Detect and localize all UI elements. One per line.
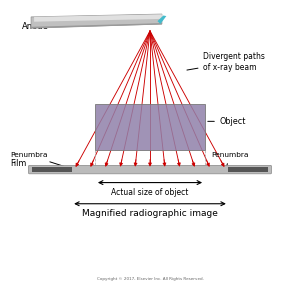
Text: Object: Object <box>208 117 246 126</box>
Text: Anode: Anode <box>22 22 98 31</box>
Text: Copyright © 2017, Elsevier Inc. All Rights Reserved.: Copyright © 2017, Elsevier Inc. All Righ… <box>97 277 203 281</box>
Text: Penumbra: Penumbra <box>10 152 72 169</box>
Bar <box>32 167 72 172</box>
Polygon shape <box>31 14 162 28</box>
Polygon shape <box>31 23 162 28</box>
Text: Magnified radiographic image: Magnified radiographic image <box>82 209 218 218</box>
Polygon shape <box>34 14 162 22</box>
Bar <box>228 167 268 172</box>
FancyBboxPatch shape <box>28 165 272 174</box>
Polygon shape <box>158 15 166 24</box>
Text: Actual size of object: Actual size of object <box>111 188 189 197</box>
Bar <box>95 104 205 150</box>
Text: Divergent paths
of x-ray beam: Divergent paths of x-ray beam <box>187 52 266 72</box>
Text: Film: Film <box>10 159 45 169</box>
Text: Penumbra: Penumbra <box>211 152 248 167</box>
